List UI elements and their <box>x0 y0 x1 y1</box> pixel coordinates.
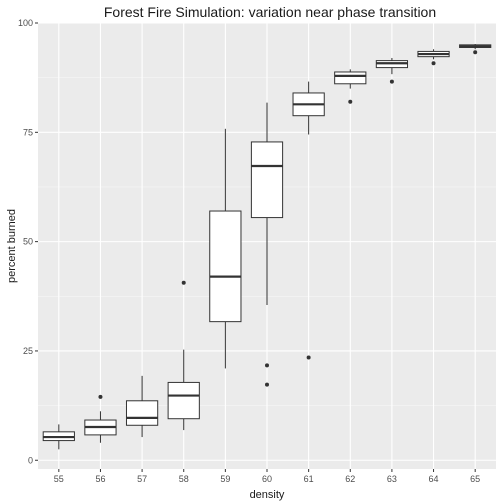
x-axis-ticks: 55 56 57 58 59 60 61 62 63 64 65 <box>54 469 480 484</box>
x-tick-label: 60 <box>262 474 272 484</box>
y-tick-label: 50 <box>23 237 33 247</box>
box-group <box>292 81 325 360</box>
y-tick-label: 75 <box>23 127 33 137</box>
box-group <box>334 69 367 104</box>
x-tick-label: 63 <box>387 474 397 484</box>
y-tick-label: 0 <box>28 455 33 465</box>
outlier-point <box>389 79 394 84</box>
x-tick-label: 59 <box>220 474 230 484</box>
box-group <box>209 128 242 369</box>
outlier-point <box>181 280 186 285</box>
x-tick-label: 56 <box>95 474 105 484</box>
box-iqr <box>167 381 200 420</box>
y-axis-ticks: 0 25 50 75 100 <box>18 18 38 465</box>
box-iqr <box>125 400 159 426</box>
box-group <box>250 102 284 387</box>
y-axis-label: percent burned <box>6 209 18 283</box>
outlier-point <box>306 355 311 360</box>
box-group <box>459 43 492 55</box>
outlier-point <box>98 394 103 399</box>
outlier-point <box>473 50 478 55</box>
x-tick-label: 57 <box>137 474 147 484</box>
chart-title: Forest Fire Simulation: variation near p… <box>104 4 436 20</box>
box-iqr <box>334 71 367 85</box>
outlier-point <box>431 61 436 66</box>
box-group <box>375 57 409 84</box>
x-tick-label: 55 <box>54 474 64 484</box>
x-tick-label: 61 <box>304 474 314 484</box>
box-group <box>167 280 200 431</box>
outlier-point <box>265 363 269 368</box>
outlier-point <box>348 99 353 104</box>
x-tick-label: 62 <box>345 474 355 484</box>
box-iqr <box>250 141 284 219</box>
box-iqr <box>209 210 242 323</box>
box-group <box>417 49 450 66</box>
outlier-point <box>265 382 269 387</box>
x-axis-label: density <box>250 489 285 501</box>
box-group <box>125 375 159 438</box>
box-group <box>42 424 75 450</box>
box-group <box>84 394 117 443</box>
x-tick-label: 58 <box>179 474 189 484</box>
x-tick-label: 65 <box>470 474 480 484</box>
x-tick-label: 64 <box>429 474 439 484</box>
y-tick-label: 100 <box>18 18 33 28</box>
box-marks <box>42 43 492 450</box>
y-tick-label: 25 <box>23 346 33 356</box>
